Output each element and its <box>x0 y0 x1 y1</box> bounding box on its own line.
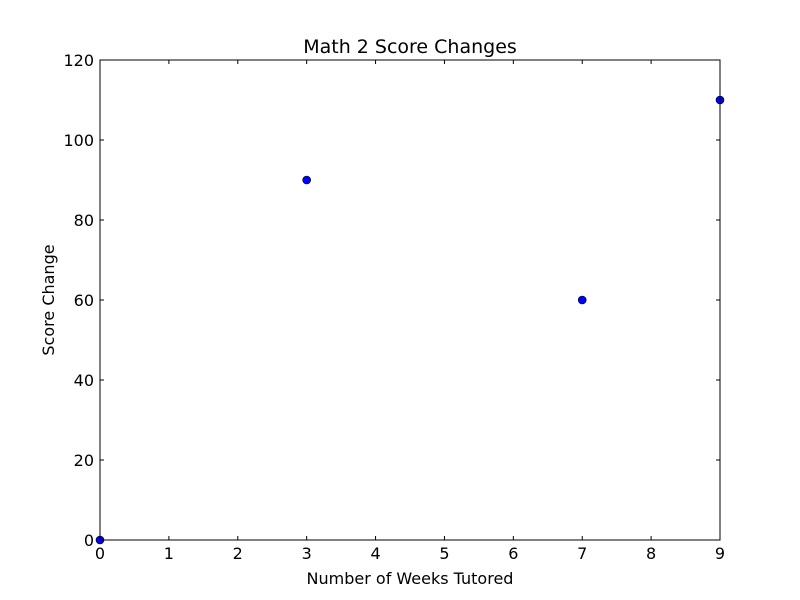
x-tick-label: 5 <box>439 544 449 563</box>
plot-area-frame <box>99 59 721 541</box>
data-points <box>95 95 725 545</box>
data-point <box>577 295 587 305</box>
y-tick-label: 120 <box>63 51 94 70</box>
x-tick-label: 7 <box>577 544 587 563</box>
chart-title: Math 2 Score Changes <box>303 36 517 58</box>
x-tick-label: 3 <box>302 544 312 563</box>
y-tick-label: 20 <box>74 451 94 470</box>
y-tick-label: 100 <box>63 131 94 150</box>
axis-ticks: 0 1 2 3 4 5 6 7 8 9 0 20 40 60 80 100 120 <box>63 51 725 563</box>
y-tick-label: 80 <box>74 211 94 230</box>
y-axis-label: Score Change <box>39 244 58 355</box>
x-tick-label: 2 <box>233 544 243 563</box>
x-tick-label: 8 <box>646 544 656 563</box>
y-tick-label: 40 <box>74 371 94 390</box>
y-tick-label: 0 <box>84 531 94 550</box>
x-tick-label: 0 <box>95 544 105 563</box>
x-axis-label: Number of Weeks Tutored <box>307 569 514 588</box>
x-tick-label: 4 <box>370 544 380 563</box>
y-tick-label: 60 <box>74 291 94 310</box>
x-tick-label: 9 <box>715 544 725 563</box>
x-tick-label: 6 <box>508 544 518 563</box>
x-tick-label: 1 <box>164 544 174 563</box>
data-point <box>302 175 311 185</box>
